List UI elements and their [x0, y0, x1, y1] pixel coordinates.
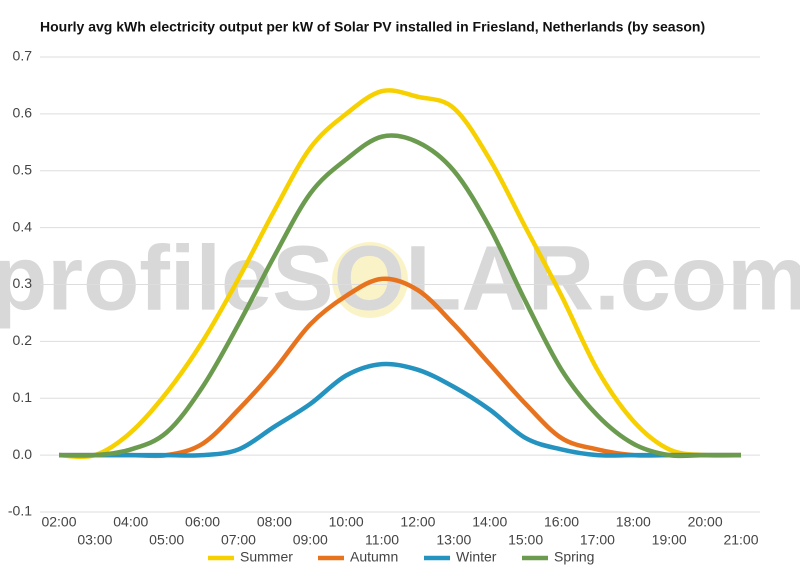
x-tick-label: 21:00: [723, 532, 758, 548]
legend-label: Summer: [240, 549, 293, 565]
y-tick-label: 0.1: [13, 389, 33, 405]
x-tick-label: 09:00: [293, 532, 328, 548]
x-tick-label: 17:00: [580, 532, 615, 548]
watermark: profileSOLAR.com: [0, 227, 800, 329]
x-tick-label: 18:00: [616, 514, 651, 530]
y-tick-label: 0.7: [13, 48, 33, 64]
x-tick-label: 08:00: [257, 514, 292, 530]
y-tick-label: 0.6: [13, 105, 33, 121]
x-tick-label: 04:00: [113, 514, 148, 530]
y-tick-label: 0.2: [13, 332, 33, 348]
x-tick-label: 05:00: [149, 532, 184, 548]
y-tick-label: 0.3: [13, 275, 33, 291]
series-line: [58, 88, 742, 460]
legend-label: Spring: [554, 549, 594, 565]
y-tick-label: 0.5: [13, 161, 33, 177]
x-tick-label: 02:00: [41, 514, 76, 530]
series-line: [59, 361, 741, 458]
x-tick-label: 12:00: [400, 514, 435, 530]
x-tick-label: 10:00: [329, 514, 364, 530]
y-tick-label: -0.1: [8, 503, 32, 519]
y-tick-label: 0.0: [13, 446, 33, 462]
x-tick-label: 13:00: [436, 532, 471, 548]
x-tick-label: 03:00: [77, 532, 112, 548]
x-tick-label: 11:00: [365, 532, 399, 548]
x-tick-label: 14:00: [472, 514, 507, 530]
series-line: [58, 133, 741, 459]
x-tick-label: 19:00: [652, 532, 687, 548]
legend-label: Autumn: [350, 549, 398, 565]
chart-title: Hourly avg kWh electricity output per kW…: [40, 19, 705, 35]
x-tick-label: 20:00: [688, 514, 723, 530]
legend-label: Winter: [456, 549, 497, 565]
y-tick-label: 0.4: [13, 218, 33, 234]
x-tick-label: 16:00: [544, 514, 579, 530]
x-tick-label: 06:00: [185, 514, 220, 530]
x-tick-label: 15:00: [508, 532, 543, 548]
x-tick-label: 07:00: [221, 532, 256, 548]
